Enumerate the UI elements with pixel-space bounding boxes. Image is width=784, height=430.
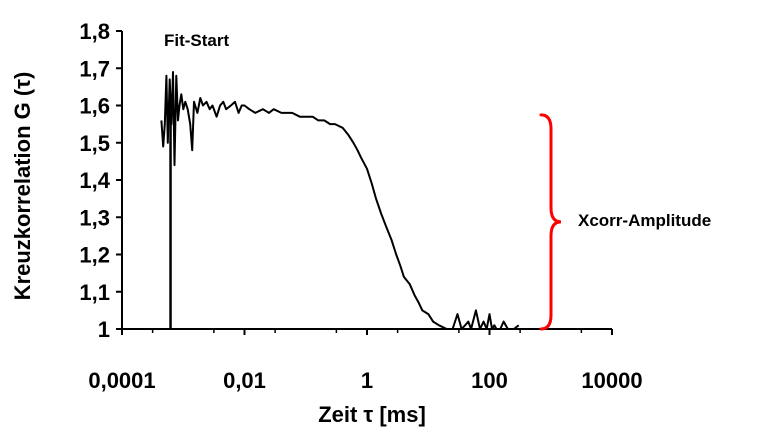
y-tick-label: 1,3 <box>79 205 110 230</box>
chart-axes <box>121 31 612 330</box>
x-axis-title: Zeit τ [ms] <box>318 402 426 427</box>
correlation-curve <box>160 71 520 330</box>
y-tick-label: 1,8 <box>79 19 110 44</box>
x-tick-label: 0,0001 <box>88 368 155 393</box>
y-axis-ticks: 1 1,1 1,2 1,3 1,4 1,5 1,6 1,7 1,8 <box>79 19 122 342</box>
annotation-layer <box>169 105 562 331</box>
fit-start-label: Fit-Start <box>164 31 230 50</box>
y-tick-label: 1,7 <box>79 56 110 81</box>
x-tick-label: 0,01 <box>223 368 266 393</box>
y-tick-label: 1,1 <box>79 280 110 305</box>
x-tick-label: 100 <box>471 368 508 393</box>
xcorr-amplitude-label: Xcorr-Amplitude <box>578 211 711 230</box>
y-tick-label: 1 <box>98 317 110 342</box>
x-axis-ticks: 0,0001 0,01 1 100 10000 <box>88 329 643 393</box>
series-layer <box>160 71 520 330</box>
y-tick-label: 1,5 <box>79 131 110 156</box>
x-tick-label: 1 <box>361 368 373 393</box>
y-tick-label: 1,6 <box>79 94 110 119</box>
y-tick-label: 1,2 <box>79 243 110 268</box>
y-tick-label: 1,4 <box>79 168 110 193</box>
x-tick-label: 10000 <box>581 368 642 393</box>
amplitude-brace <box>539 113 562 331</box>
y-axis-title: Kreuzkorrelation G (τ) <box>10 72 35 301</box>
